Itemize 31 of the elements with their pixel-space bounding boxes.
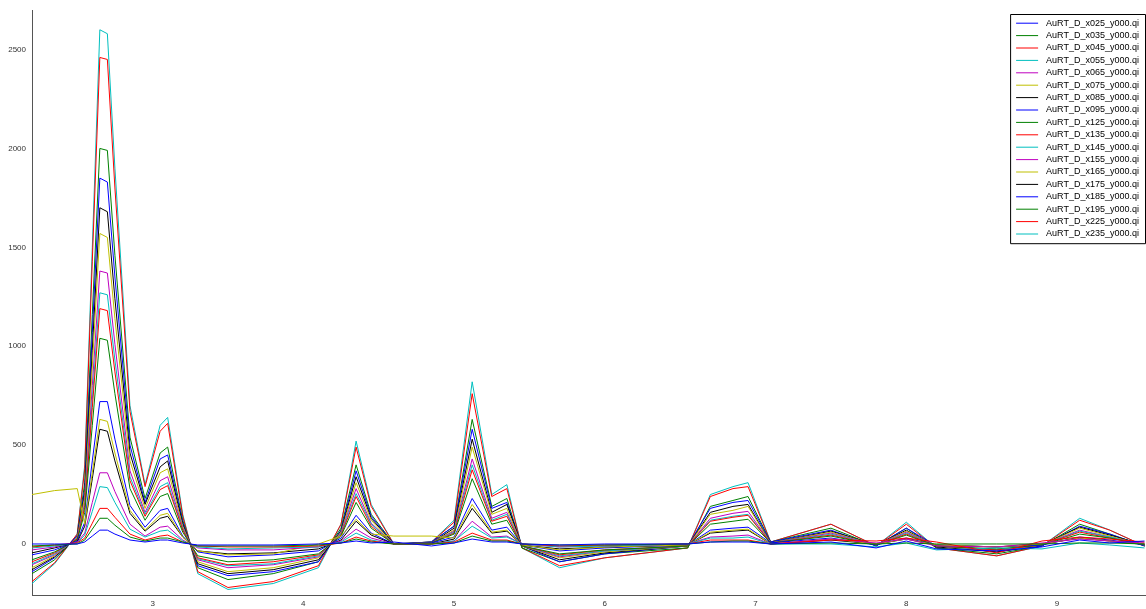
x-tick-label: 8 — [904, 599, 910, 609]
legend-label: AuRT_D_x155_y000.qi — [1046, 154, 1140, 165]
y-tick-label: 500 — [12, 440, 27, 450]
x-tick-label: 6 — [602, 599, 608, 609]
legend-label: AuRT_D_x075_y000.qi — [1046, 79, 1140, 90]
y-tick-label: 1000 — [8, 341, 27, 351]
legend-label: AuRT_D_x085_y000.qi — [1046, 92, 1140, 103]
y-tick-label: 2000 — [8, 143, 27, 153]
legend-label: AuRT_D_x125_y000.qi — [1046, 116, 1140, 127]
legend-label: AuRT_D_x135_y000.qi — [1046, 129, 1140, 140]
legend-label: AuRT_D_x165_y000.qi — [1046, 166, 1140, 177]
legend-label: AuRT_D_x035_y000.qi — [1046, 30, 1140, 41]
legend-label: AuRT_D_x225_y000.qi — [1046, 216, 1140, 227]
legend-label: AuRT_D_x235_y000.qi — [1046, 228, 1140, 239]
legend-label: AuRT_D_x045_y000.qi — [1046, 42, 1140, 53]
y-tick-label: 1500 — [8, 242, 27, 252]
legend-label: AuRT_D_x175_y000.qi — [1046, 178, 1140, 189]
legend-label: AuRT_D_x095_y000.qi — [1046, 104, 1140, 115]
legend-label: AuRT_D_x065_y000.qi — [1046, 67, 1140, 78]
legend-label: AuRT_D_x025_y000.qi — [1046, 17, 1140, 28]
legend-label: AuRT_D_x145_y000.qi — [1046, 141, 1140, 152]
legend-label: AuRT_D_x055_y000.qi — [1046, 54, 1140, 65]
x-tick-label: 9 — [1054, 599, 1060, 609]
legend-label: AuRT_D_x185_y000.qi — [1046, 191, 1140, 202]
x-tick-label: 4 — [301, 599, 307, 609]
legend-label: AuRT_D_x195_y000.qi — [1046, 203, 1140, 214]
x-tick-label: 5 — [451, 599, 457, 609]
x-tick-label: 7 — [753, 599, 759, 609]
x-tick-label: 3 — [150, 599, 156, 609]
y-tick-label: 0 — [21, 539, 27, 549]
y-tick-label: 2500 — [8, 44, 27, 54]
